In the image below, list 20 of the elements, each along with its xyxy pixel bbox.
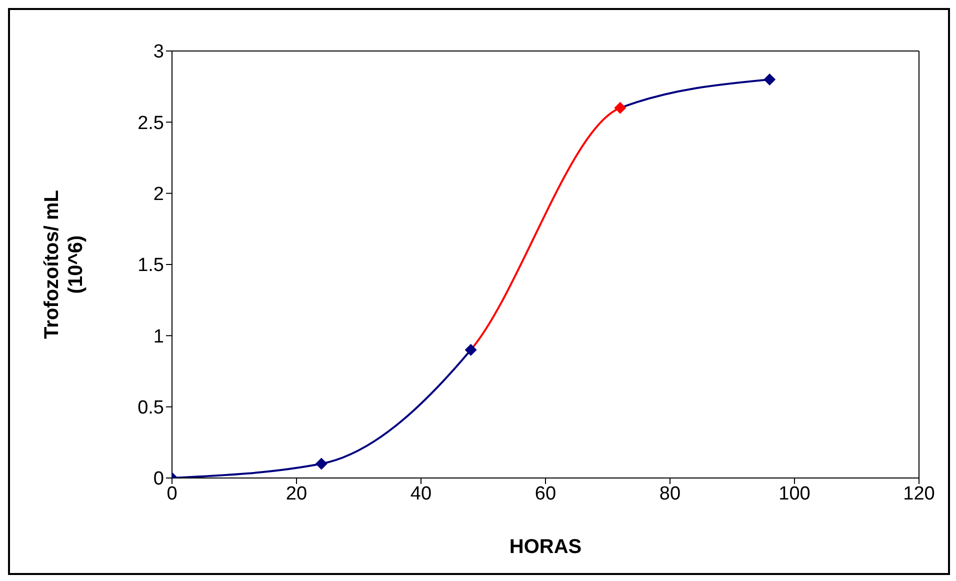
y-tick-label: 2 <box>153 184 164 206</box>
x-tick-label: 60 <box>534 483 556 504</box>
y-tick-label: 0 <box>153 468 164 490</box>
y-tick-label: 3 <box>153 42 164 63</box>
x-tick-label: 100 <box>778 483 810 504</box>
y-axis-title: Trofozoítos/ mL (10^6) <box>41 190 87 339</box>
y-tick-label: 0.5 <box>138 398 164 419</box>
x-tick-label: 20 <box>286 483 308 504</box>
y-tick-label: 2.5 <box>138 112 164 134</box>
point <box>464 344 477 356</box>
y-tick-label: 1 <box>153 326 164 348</box>
x-tick-label: 80 <box>659 483 681 504</box>
x-tick-label: 40 <box>410 483 432 504</box>
x-axis-title: HORAS <box>509 536 582 558</box>
x-tick-label: 120 <box>903 483 935 504</box>
point <box>315 458 328 470</box>
point <box>614 102 626 114</box>
y-tick-label: 1.5 <box>138 255 164 276</box>
point <box>764 73 776 86</box>
x-tick-label: 0 <box>166 483 178 504</box>
